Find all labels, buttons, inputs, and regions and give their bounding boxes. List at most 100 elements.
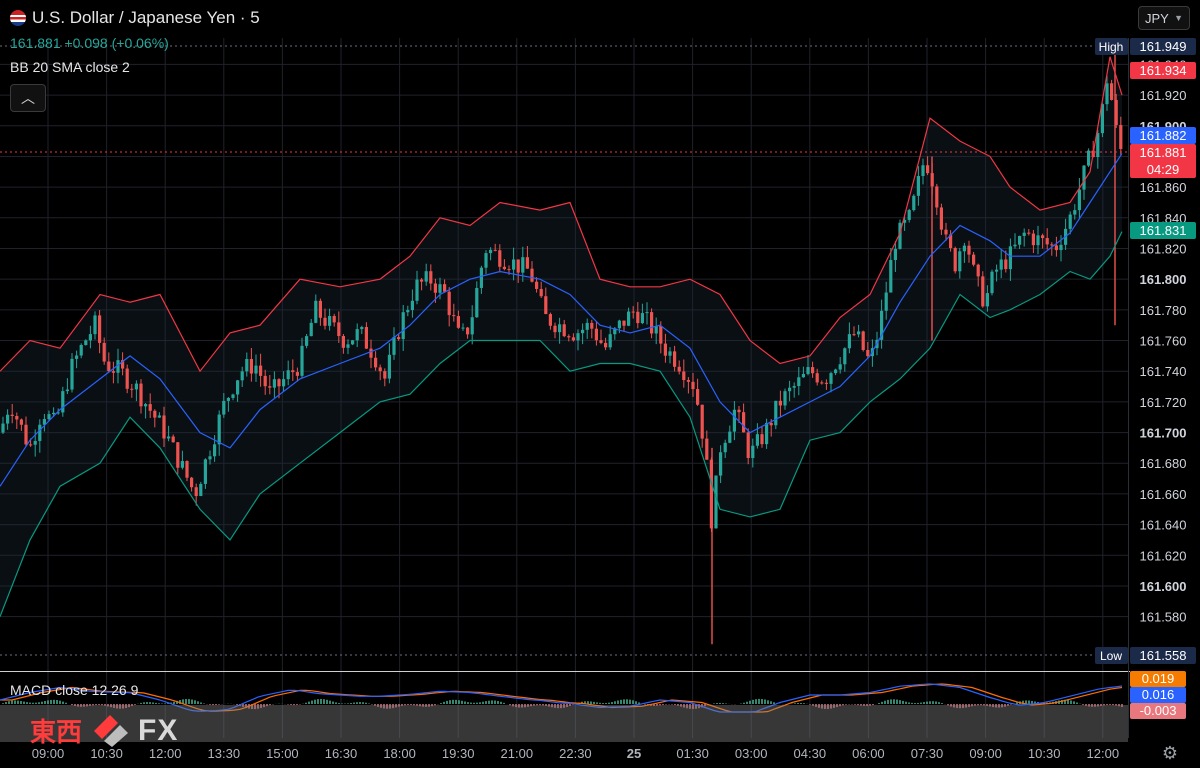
candle-body (475, 287, 479, 318)
candle-body (24, 424, 28, 445)
macd-hist-bar (683, 704, 685, 708)
candle-body (171, 436, 175, 443)
macd-hist-bar (128, 704, 130, 708)
candle-body (548, 314, 552, 326)
candle-body (19, 419, 23, 425)
candle-body (489, 249, 493, 254)
x-tick-label: 09:00 (32, 746, 65, 761)
macd-hist-bar (614, 701, 616, 704)
candle-body (277, 379, 281, 387)
candle-body (778, 400, 782, 406)
candle-body (153, 410, 157, 418)
candle-body (42, 419, 46, 425)
candle-body (824, 382, 828, 384)
macd-hist-bar (533, 704, 535, 706)
candle-body (521, 257, 525, 273)
macd-hist-bar (665, 704, 667, 705)
x-tick-label: 04:30 (794, 746, 827, 761)
macd-hist-bar (986, 704, 988, 706)
macd-hist-bar (872, 704, 874, 706)
macd-hist-bar (410, 704, 412, 706)
candle-body (594, 328, 598, 341)
x-tick-label: 01:30 (676, 746, 709, 761)
macd-hist-bar (479, 702, 481, 704)
collapse-legend-button[interactable]: ︿ (10, 84, 46, 112)
candle-body (65, 389, 69, 392)
macd-hist-bar (413, 704, 415, 706)
candle-body (1, 423, 5, 433)
macd-hist-bar (587, 701, 589, 704)
macd-hist-bar (995, 704, 997, 708)
y-tick-label: 161.600 (1140, 579, 1187, 594)
candle-body (360, 327, 364, 330)
macd-hist-bar (188, 699, 190, 704)
macd-hist-bar (386, 704, 388, 709)
macd-hist-bar (527, 704, 529, 707)
candle-body (341, 335, 345, 348)
candle-body (939, 207, 943, 230)
indicator-label[interactable]: BB 20 SMA close 2 (10, 59, 130, 75)
macd-hist-bar (74, 704, 76, 706)
candle-body (29, 444, 33, 446)
candle-body (236, 380, 240, 395)
macd-label[interactable]: MACD close 12 26 9 (10, 682, 139, 698)
macd-hist-bar (158, 703, 160, 704)
candle-body (567, 336, 571, 338)
price-badge (1130, 222, 1196, 239)
macd-hist-bar (770, 701, 772, 704)
macd-hist-bar (566, 704, 568, 708)
candle-body (535, 281, 539, 289)
macd-hist-bar (752, 699, 754, 704)
macd-line (0, 683, 1123, 713)
candle-body (686, 380, 690, 382)
macd-hist-bar (800, 702, 802, 704)
candle-body (792, 386, 796, 388)
macd-hist-bar (194, 700, 196, 704)
macd-hist-bar (1106, 704, 1108, 706)
macd-hist-bar (611, 702, 613, 704)
candle-body (318, 300, 322, 318)
macd-hist-bar (131, 704, 133, 707)
macd-hist-bar (803, 703, 805, 704)
candle-body (751, 445, 755, 459)
candle-body (636, 311, 640, 324)
candle-body (420, 279, 424, 282)
currency-selector[interactable]: JPY ▼ (1138, 6, 1190, 30)
candle-body (1082, 165, 1086, 190)
candle-body (93, 315, 97, 335)
macd-hist-bar (1022, 700, 1024, 704)
macd-hist-bar (857, 704, 859, 706)
macd-hist-bar (908, 702, 910, 704)
candle-body (815, 373, 819, 383)
chart-divider (0, 671, 1130, 672)
candle-body (300, 345, 304, 376)
price-badge-label: Low (1100, 649, 1122, 663)
candle-body (838, 364, 842, 370)
price-badge-value: 161.831 (1140, 223, 1187, 238)
macd-hist-bar (956, 704, 958, 709)
macd-hist-bar (1001, 704, 1003, 708)
macd-hist-bar (596, 702, 598, 704)
candle-body (88, 334, 92, 341)
macd-hist-bar (215, 704, 217, 705)
candle-body (364, 327, 368, 349)
macd-hist-bar (338, 703, 340, 704)
macd-hist-bar (938, 702, 940, 704)
macd-hist-bar (341, 703, 343, 704)
candle-body (346, 344, 350, 348)
candle-body (447, 291, 451, 316)
price-badge-value: 161.881 (1140, 145, 1187, 160)
macd-hist-bar (584, 701, 586, 704)
candle-body (613, 328, 617, 335)
symbol-title-row: U.S. Dollar / Japanese Yen · 5 (10, 8, 260, 28)
candle-body (351, 340, 355, 345)
macd-hist-bar (323, 699, 325, 704)
candle-body (374, 357, 378, 368)
macd-hist-bar (1016, 702, 1018, 704)
settings-gear-icon[interactable]: ⚙ (1161, 743, 1178, 763)
macd-hist-bar (263, 704, 265, 708)
macd-hist-bar (155, 702, 157, 704)
candle-body (530, 268, 534, 282)
